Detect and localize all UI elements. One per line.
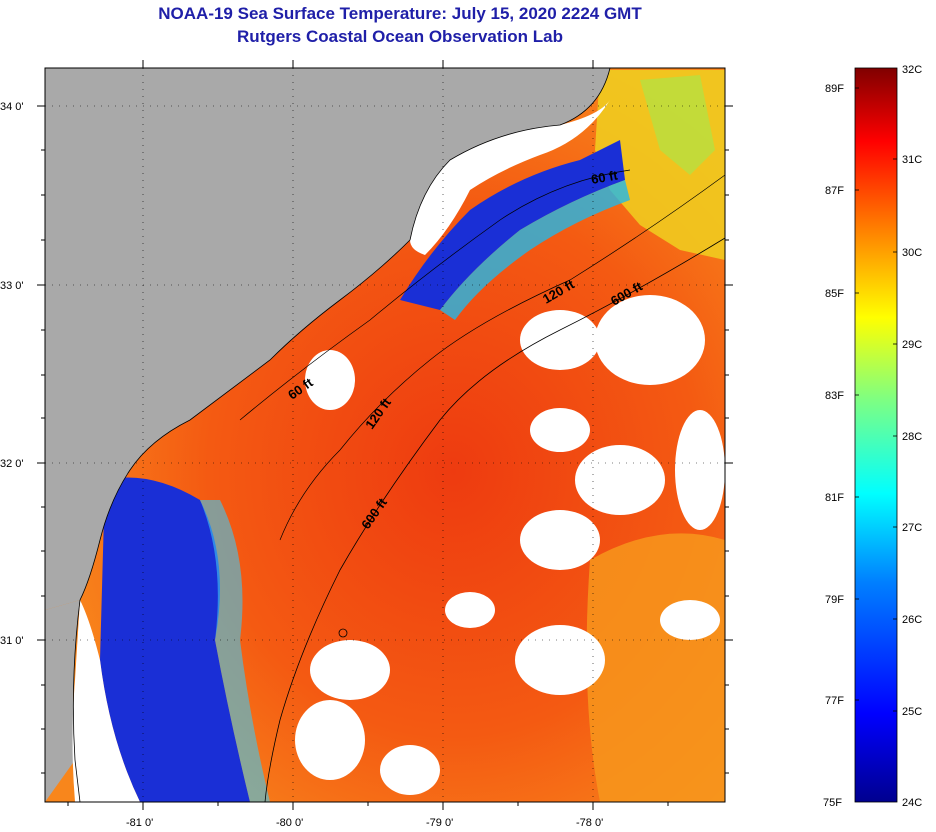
- colorbar-label-75f: 75F: [823, 797, 842, 809]
- lat-label-32: 32 0': [0, 458, 24, 470]
- colorbar: [854, 67, 898, 803]
- cloud-patches: [295, 295, 725, 795]
- colorbar-label-81f: 81F: [825, 492, 844, 504]
- axis-ticks: [37, 60, 733, 810]
- land-mass-south: [45, 600, 80, 802]
- colorbar-label-89f: 89F: [825, 83, 844, 95]
- lon-label-78: -78 0': [576, 817, 603, 829]
- land-mass: [45, 68, 610, 610]
- seamount-marker: [338, 628, 348, 638]
- map-frame: [44, 67, 726, 803]
- colorbar-label-32c: 32C: [902, 64, 922, 76]
- colorbar-label-28c: 28C: [902, 431, 922, 443]
- colorbar-label-24c: 24C: [902, 797, 922, 809]
- colorbar-label-27c: 27C: [902, 522, 922, 534]
- map-title: NOAA-19 Sea Surface Temperature: July 15…: [158, 4, 642, 23]
- colorbar-label-87f: 87F: [825, 185, 844, 197]
- cool-band-south: [100, 477, 250, 802]
- lat-label-33: 33 0': [0, 280, 24, 292]
- colorbar-label-85f: 85F: [825, 288, 844, 300]
- orange-patch-se: [586, 533, 725, 802]
- contour-600ft: [264, 237, 725, 802]
- colorbar-label-30c: 30C: [902, 247, 922, 259]
- cool-band-north: [400, 140, 625, 310]
- lat-label-34: 34 0': [0, 101, 24, 113]
- colorbar-label-29c: 29C: [902, 339, 922, 351]
- green-patch-ne: [640, 75, 715, 175]
- lon-label-81: -81 0': [126, 817, 153, 829]
- nearshore-cloud-south: [72, 600, 140, 802]
- nearshore-cloud: [410, 100, 610, 255]
- colorbar-ticks: [855, 87, 897, 712]
- colorbar-label-25c: 25C: [902, 706, 922, 718]
- colorbar-label-31c: 31C: [902, 154, 922, 166]
- cyan-band-north: [440, 180, 630, 320]
- contour-label-60ft-north: 60 ft: [590, 167, 620, 187]
- colorbar-label-77f: 77F: [825, 695, 844, 707]
- lon-label-79: -79 0': [426, 817, 453, 829]
- contour-60ft: [239, 169, 631, 421]
- colorbar-label-79f: 79F: [825, 594, 844, 606]
- coastline: [72, 68, 611, 802]
- colorbar-label-83f: 83F: [825, 390, 844, 402]
- lon-label-80: -80 0': [276, 817, 303, 829]
- cyan-band-south: [200, 500, 270, 802]
- colorbar-label-26c: 26C: [902, 614, 922, 626]
- lat-label-31: 31 0': [0, 635, 24, 647]
- map-subtitle: Rutgers Coastal Ocean Observation Lab: [237, 27, 563, 46]
- contour-120ft: [279, 174, 725, 541]
